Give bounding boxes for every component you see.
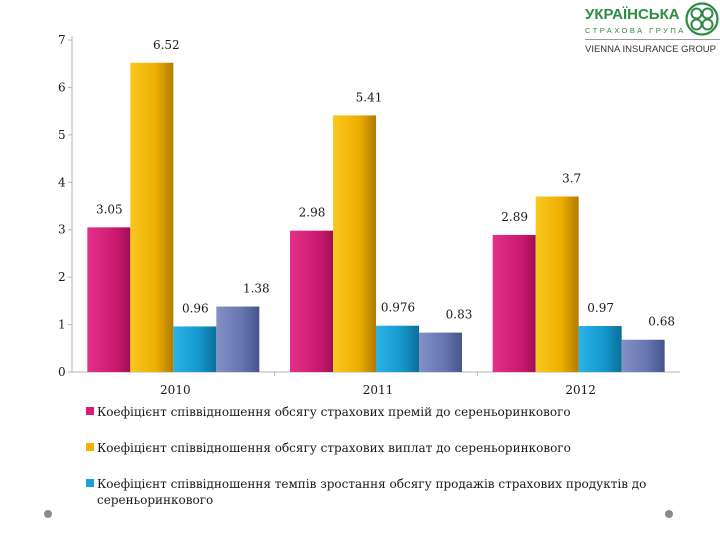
data-label: 0.83 [446, 308, 473, 322]
bar-series-2 [578, 325, 622, 372]
x-tick-label: 2011 [363, 383, 394, 397]
y-tick-label: 6 [58, 80, 66, 94]
bar-series-1 [130, 62, 174, 372]
legend-swatch [86, 479, 94, 487]
x-tick-label: 2012 [565, 383, 596, 397]
legend-swatch [86, 443, 94, 451]
slide-decor-dot-left [44, 510, 52, 518]
bar-series-0 [290, 230, 333, 372]
data-label: 0.976 [381, 301, 415, 315]
data-labels: 3.05 6.52 0.96 1.38 2.98 5.41 0.976 0.83 2.89 3.7… [96, 38, 675, 329]
data-label: 0.68 [648, 315, 675, 329]
logo-title: УКРАЇНСЬКА [585, 6, 680, 23]
y-tick-label: 5 [58, 128, 66, 142]
y-tick-label: 3 [58, 223, 66, 237]
logo-group-name: VIENNA INSURANCE GROUP [585, 44, 716, 55]
data-label: 1.38 [243, 282, 270, 296]
y-tick-label: 7 [58, 33, 66, 47]
x-tick-label: 2010 [160, 383, 191, 397]
bar-series-1 [535, 196, 579, 372]
data-label: 3.05 [96, 202, 123, 216]
bar-series-2 [173, 326, 217, 372]
data-label: 3.7 [562, 172, 581, 186]
data-label: 2.89 [501, 210, 528, 224]
bar-series-0 [492, 234, 536, 372]
bar-series-3 [621, 339, 665, 372]
y-tick-label: 4 [58, 175, 66, 189]
bar-series-3 [419, 332, 462, 372]
slide-decor-dot-right [665, 510, 673, 518]
logo-divider [585, 39, 720, 40]
legend-label: Коефіцієнт співвідношення темпів зростан… [97, 477, 647, 507]
y-tick-label: 2 [58, 270, 66, 284]
bar-series-0 [87, 227, 131, 372]
data-label: 6.52 [153, 38, 180, 52]
clover-logo-icon [685, 2, 719, 36]
data-label: 0.97 [587, 301, 614, 315]
data-label: 2.98 [299, 206, 326, 220]
logo-subtitle: СТРАХОВА ГРУПА [585, 26, 686, 35]
legend-swatch [86, 407, 94, 415]
y-tick-label: 0 [58, 365, 66, 379]
legend-label: Коефіцієнт співвідношення обсягу страхов… [97, 405, 571, 419]
bars [87, 62, 665, 372]
bar-series-2 [376, 325, 419, 372]
legend-label: Коефіцієнт співвідношення обсягу страхов… [97, 441, 571, 455]
company-logo: УКРАЇНСЬКА СТРАХОВА ГРУПА VIENNA INSURAN… [585, 2, 720, 62]
bar-series-3 [216, 306, 260, 372]
bar-series-1 [333, 115, 376, 372]
y-tick-label: 1 [58, 318, 66, 332]
data-label: 5.41 [356, 90, 383, 104]
data-label: 0.96 [182, 301, 209, 315]
